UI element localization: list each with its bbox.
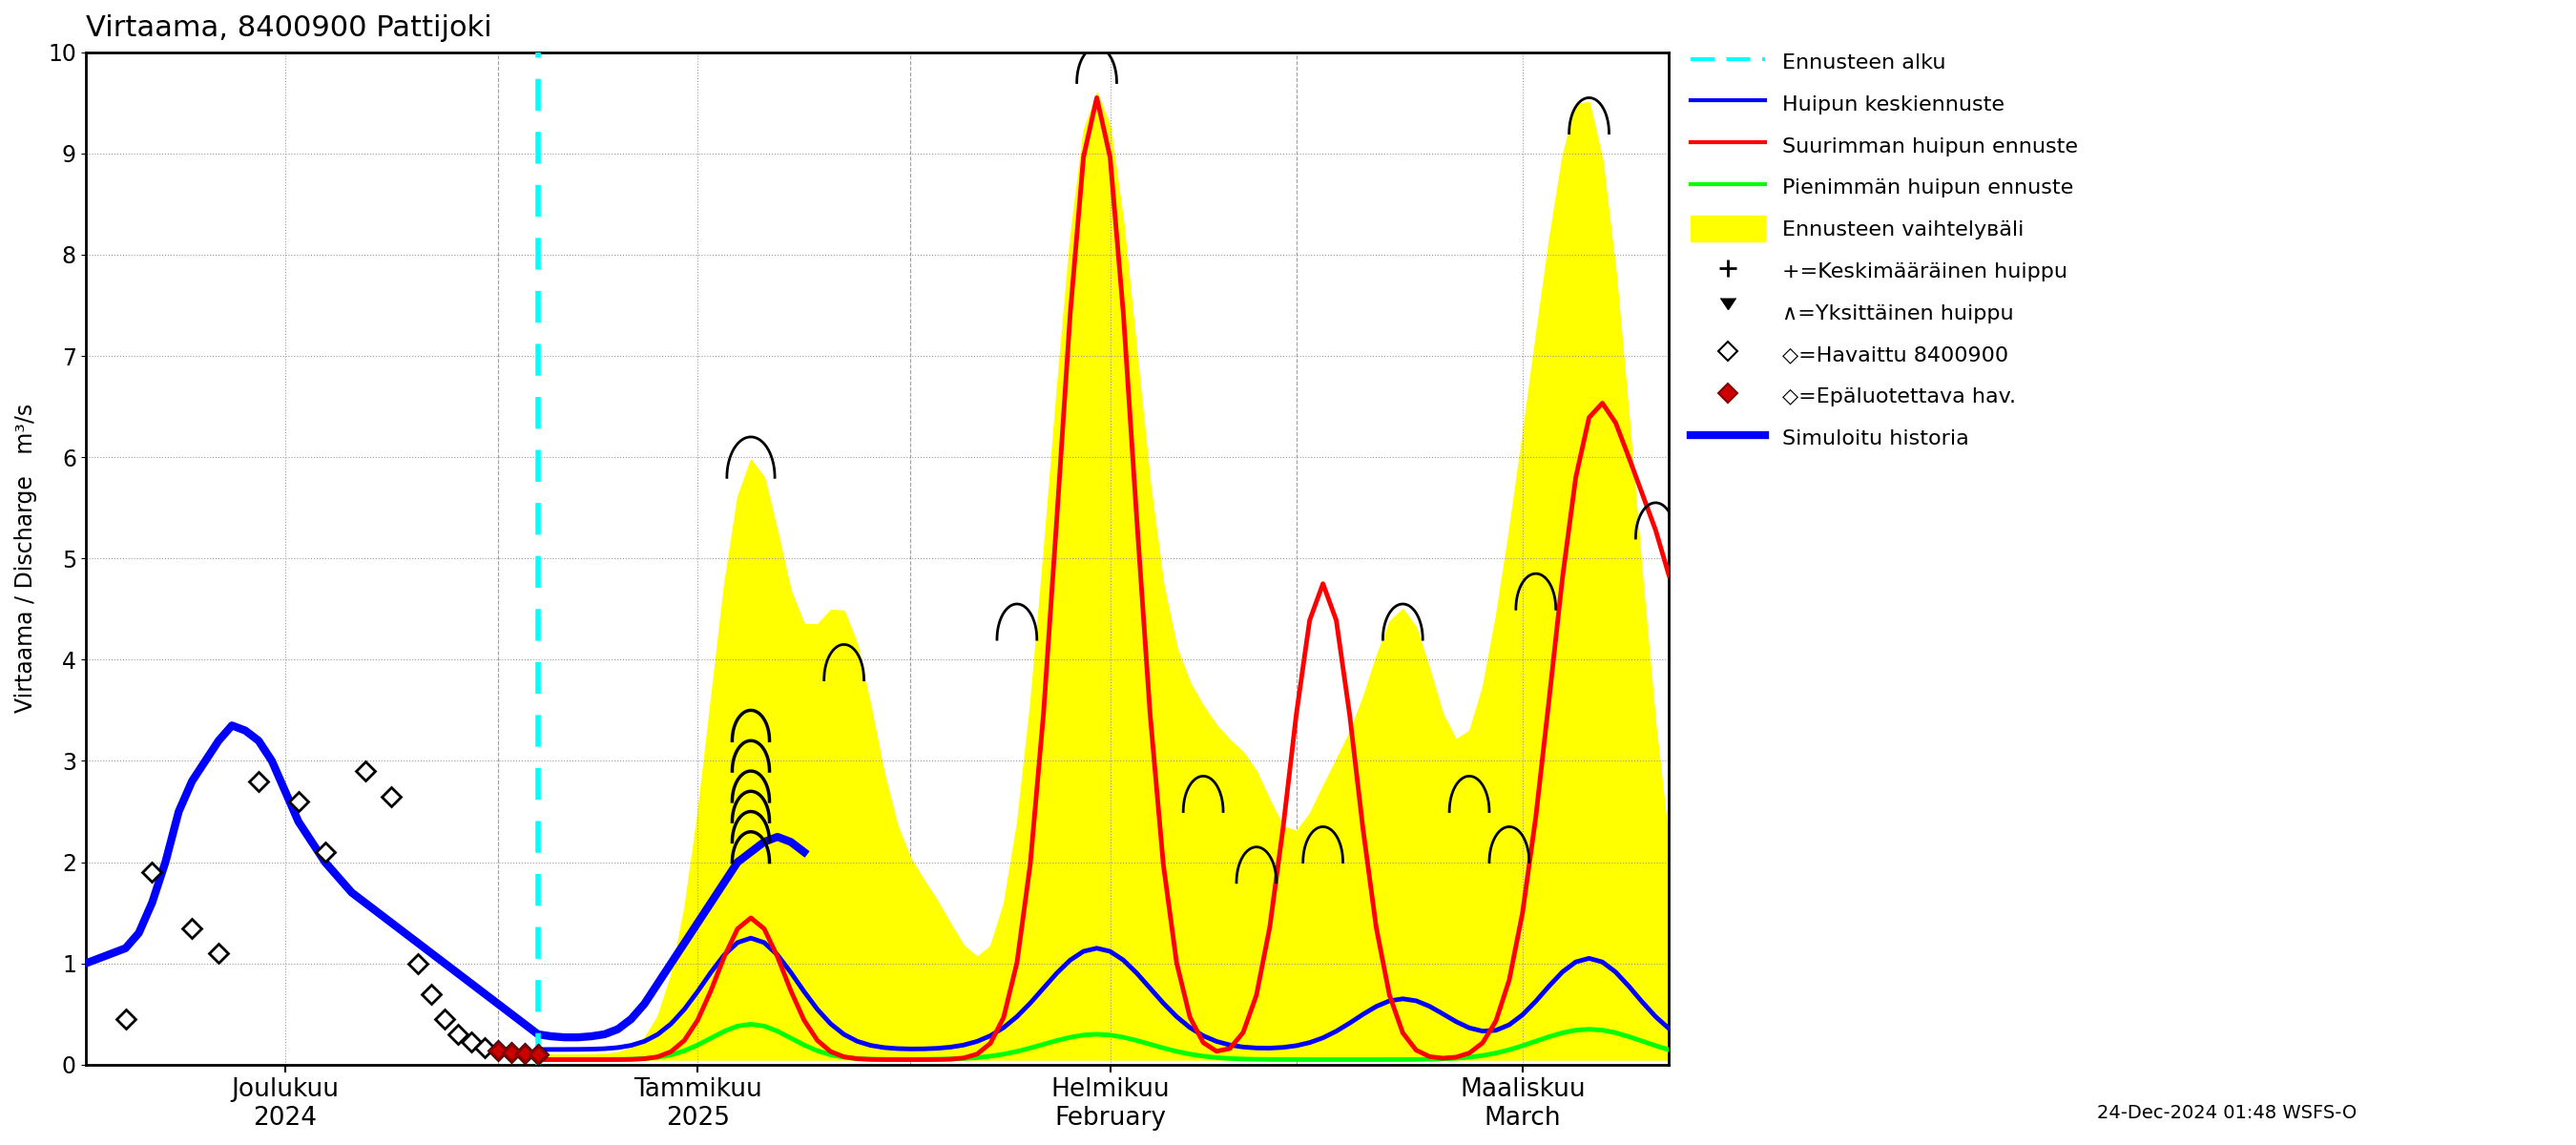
Y-axis label: Virtaama / Discharge   m³/s: Virtaama / Discharge m³/s <box>15 404 36 713</box>
Text: 24-Dec-2024 01:48 WSFS-O: 24-Dec-2024 01:48 WSFS-O <box>2097 1104 2357 1122</box>
Text: Virtaama, 8400900 Pattijoki: Virtaama, 8400900 Pattijoki <box>85 14 492 42</box>
Legend: Ennusteen alku, Huipun keskiennuste, Suurimman huipun ennuste, Pienimmän huipun : Ennusteen alku, Huipun keskiennuste, Suu… <box>1685 42 2084 457</box>
